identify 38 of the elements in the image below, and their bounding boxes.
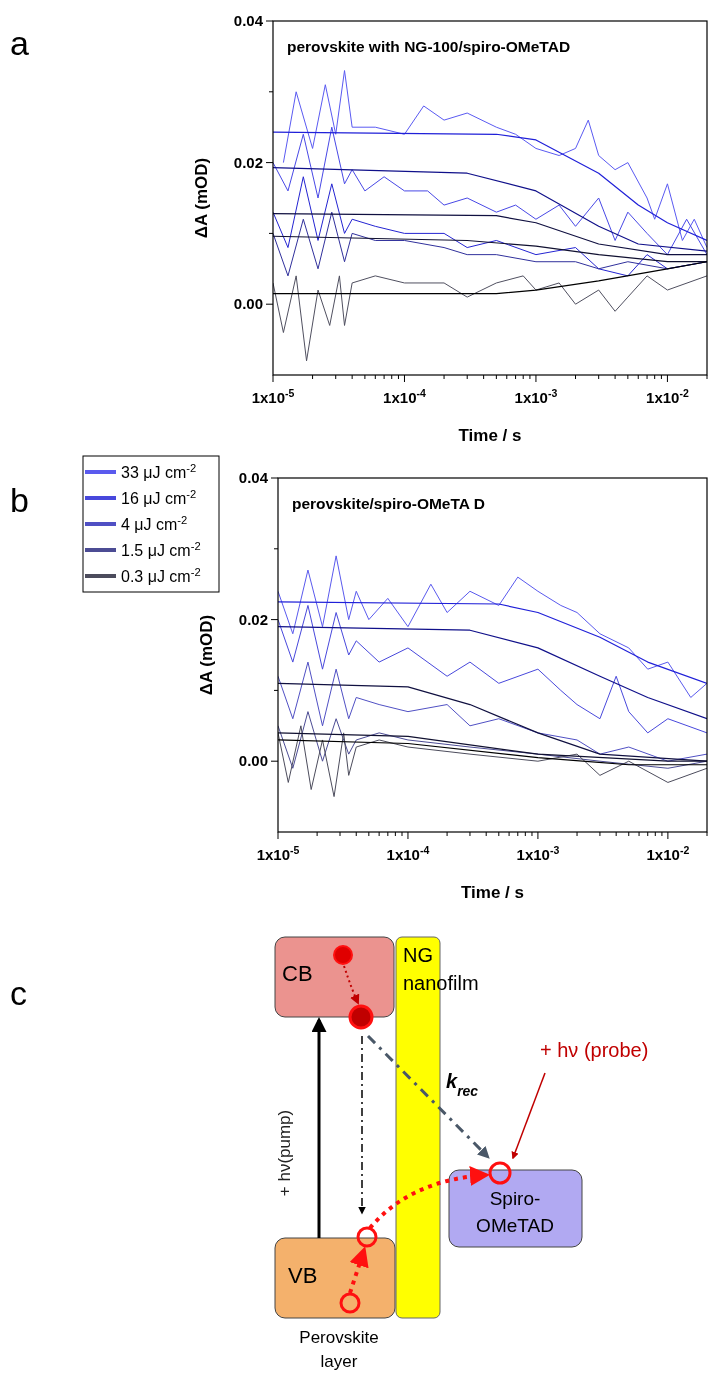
text: CB — [282, 961, 313, 986]
x-tick-label: 1x10$^{-2}$ — [646, 387, 689, 406]
legend-label: 16 μJ cm$^{-2}$ — [121, 488, 197, 507]
text: Spiro- — [489, 1188, 541, 1209]
y-tick-label: 0.00 — [233, 295, 263, 313]
text: layer — [320, 1352, 358, 1371]
text: perovskite/spiro-OMeTA D — [292, 495, 485, 512]
text: + hν (probe) — [540, 1039, 649, 1061]
x-tick-label: 1x10$^{-5}$ — [251, 387, 295, 406]
text: Perovskite — [299, 1328, 379, 1347]
x-tick-label: 1x10$^{-4}$ — [383, 387, 426, 406]
legend-label: 33 μJ cm$^{-2}$ — [121, 462, 197, 481]
x-axis-title: Time / s — [458, 426, 522, 445]
legend-label: 1.5 μJ cm$^{-2}$ — [121, 540, 201, 559]
text: + hν(pump) — [275, 1109, 294, 1197]
text: k$_{rec}$ — [446, 1070, 479, 1099]
x-tick-label: 1x10$^{-4}$ — [386, 844, 430, 863]
text: NG — [403, 944, 433, 966]
y-tick-label: 0.04 — [238, 469, 269, 486]
text: b — [10, 481, 29, 519]
legend-label: 4 μJ cm$^{-2}$ — [121, 514, 188, 533]
x-tick-label: 1x10$^{-3}$ — [516, 844, 560, 863]
x-tick-label: 1x10$^{-3}$ — [514, 387, 558, 406]
text: OMeTAD — [476, 1215, 554, 1236]
x-axis-title: Time / s — [461, 883, 524, 902]
y-tick-label: 0.02 — [238, 610, 268, 628]
x-tick-label: 1x10$^{-2}$ — [646, 844, 690, 863]
y-tick-label: 0.00 — [238, 752, 268, 770]
text: perovskite with NG-100/spiro-OMeTAD — [287, 38, 571, 55]
y-tick-label: 0.02 — [233, 153, 263, 171]
x-tick-label: 1x10$^{-5}$ — [256, 844, 300, 863]
y-axis-title: ΔA (mOD) — [197, 614, 216, 696]
text: a — [10, 24, 29, 62]
y-axis-title: ΔA (mOD) — [192, 157, 211, 239]
text: c — [10, 974, 27, 1012]
y-tick-label: 0.04 — [233, 12, 264, 29]
text: VB — [288, 1263, 318, 1288]
legend-label: 0.3 μJ cm$^{-2}$ — [121, 566, 201, 585]
